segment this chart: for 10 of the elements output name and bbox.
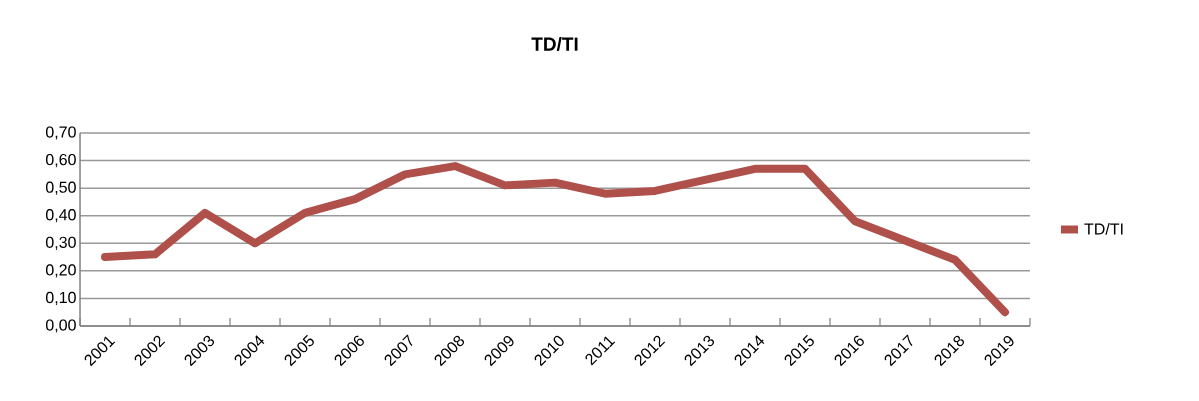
- y-tick-label: 0,50: [45, 181, 76, 195]
- y-tick-label: 0,00: [45, 319, 76, 333]
- chart-title: TD/TI: [531, 36, 578, 52]
- y-tick-label: 0,60: [45, 153, 76, 168]
- y-tick-label: 0,70: [45, 126, 76, 140]
- y-tick-label: 0,20: [45, 264, 76, 278]
- legend-label: TD/TI: [1084, 222, 1123, 235]
- y-tick-label: 0,40: [45, 209, 76, 223]
- y-tick-label: 0,10: [45, 291, 76, 306]
- y-tick-label: 0,30: [45, 236, 76, 250]
